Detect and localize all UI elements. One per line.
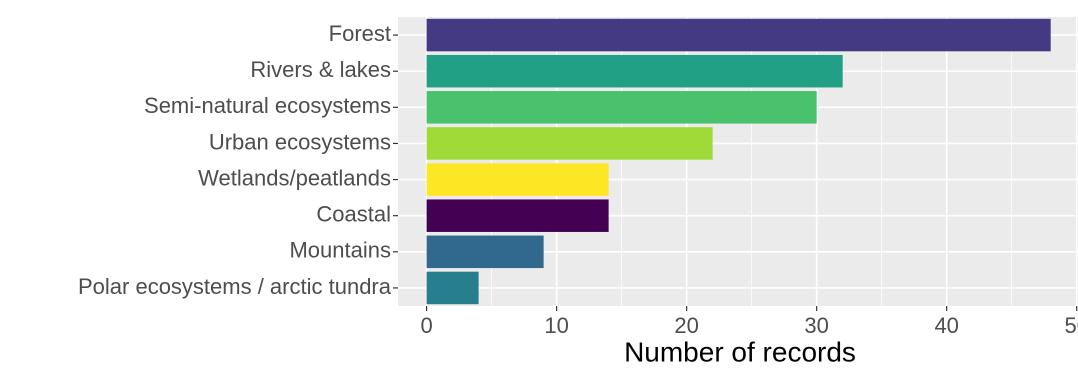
bar [426,127,713,160]
bar [426,163,609,196]
x-axis-title: Number of records [624,336,856,367]
y-tick-label: Polar ecosystems / arctic tundra [78,274,392,299]
bar [426,91,817,124]
x-tick-label: 40 [934,313,958,338]
x-tick-label: 0 [420,313,432,338]
y-tick-label: Coastal [316,202,391,227]
bar [426,18,1051,52]
x-tick-label: 20 [674,313,698,338]
y-tick-label: Rivers & lakes [250,57,391,82]
y-tick-label: Semi-natural ecosystems [144,93,391,118]
y-tick-label: Forest [329,21,391,46]
x-tick-label: 50 [1064,313,1078,338]
bar [426,235,544,269]
x-tick-label: 30 [804,313,828,338]
x-tick-label: 10 [544,313,568,338]
bar [426,199,609,232]
bar [426,271,479,305]
y-tick-label: Mountains [289,238,391,263]
y-tick-label: Urban ecosystems [209,129,391,154]
bar [426,54,843,88]
y-tick-label: Wetlands/peatlands [198,165,391,190]
